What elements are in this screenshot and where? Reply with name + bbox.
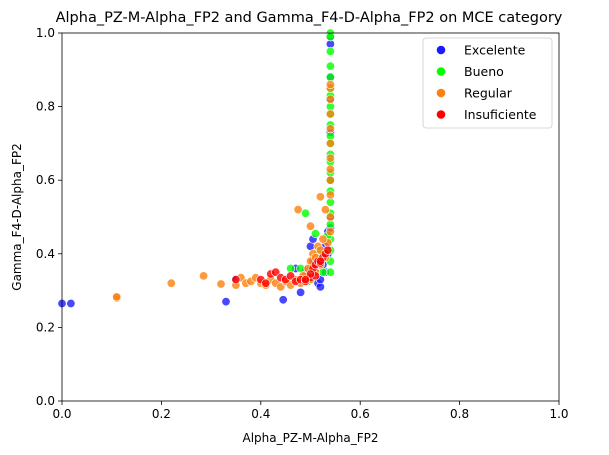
point-regular-39 [325, 80, 335, 90]
x-tick-label: 0.6 [351, 407, 370, 421]
x-axis-ticks: 0.0 0.2 0.4 0.6 0.8 1.0 [52, 401, 569, 421]
point-regular-33 [325, 153, 335, 163]
point-regular-2 [166, 278, 176, 288]
point-regular-28 [315, 192, 325, 202]
x-tick-label: 0.4 [251, 407, 270, 421]
point-bueno-34 [310, 229, 320, 239]
legend-label-excelente: Excelente [464, 43, 526, 58]
legend-label-insuficiente: Insuficiente [464, 107, 537, 122]
y-tick-label: 0.0 [36, 394, 55, 408]
point-regular-27 [320, 205, 330, 215]
point-excelente-3 [278, 295, 288, 305]
x-tick-label: 0.0 [52, 407, 71, 421]
point-insuficiente-18 [323, 245, 333, 255]
point-excelente-1 [66, 298, 76, 308]
legend-frame [422, 37, 553, 129]
point-excelente-5 [296, 287, 306, 297]
point-regular-35 [325, 124, 335, 134]
point-bueno-1 [325, 32, 335, 42]
chart-title: Alpha_PZ-M-Alpha_FP2 and Gamma_F4-D-Alph… [56, 10, 563, 26]
x-tick-label: 1.0 [549, 407, 568, 421]
y-tick-label: 0.8 [36, 100, 55, 114]
point-regular-26 [325, 212, 335, 222]
y-axis-label: Gamma_F4-D-Alpha_FP2 [10, 143, 24, 290]
point-bueno-33 [300, 208, 310, 218]
point-regular-4 [216, 279, 226, 289]
point-bueno-2 [325, 46, 335, 56]
legend-marker-regular [436, 88, 446, 98]
legend-label-regular: Regular [464, 86, 513, 101]
point-regular-30 [325, 190, 335, 200]
x-axis-label: Alpha_PZ-M-Alpha_FP2 [242, 431, 378, 445]
point-regular-45 [318, 234, 328, 244]
point-insuficiente-21 [305, 269, 315, 279]
point-regular-48 [305, 221, 315, 231]
point-regular-29 [293, 205, 303, 215]
point-regular-25 [325, 227, 335, 237]
legend-marker-insuficiente [436, 109, 446, 120]
point-regular-1 [112, 292, 122, 302]
point-regular-36 [325, 109, 335, 119]
point-bueno-23 [325, 267, 335, 277]
point-regular-34 [325, 138, 335, 148]
point-excelente-2 [221, 297, 231, 307]
legend-marker-excelente [436, 45, 446, 55]
points-layer [57, 28, 335, 308]
point-regular-37 [325, 94, 335, 104]
y-tick-label: 0.2 [36, 320, 55, 334]
point-regular-3 [199, 271, 209, 281]
y-tick-label: 0.6 [36, 173, 55, 187]
point-insuficiente-2 [261, 278, 271, 288]
point-insuficiente-19 [315, 256, 325, 266]
point-insuficiente-0 [231, 275, 241, 285]
point-insuficiente-22 [300, 275, 310, 285]
legend: Excelente Bueno Regular Insuficiente [422, 37, 553, 129]
x-tick-label: 0.8 [450, 407, 469, 421]
point-bueno-3 [325, 61, 335, 71]
plot-frame [61, 32, 560, 402]
x-tick-label: 0.2 [152, 407, 171, 421]
legend-marker-bueno [436, 66, 446, 77]
y-tick-label: 1.0 [36, 26, 55, 40]
y-axis-ticks: 0.0 0.2 0.4 0.6 0.8 1.0 [36, 26, 62, 408]
legend-label-bueno: Bueno [464, 64, 504, 79]
point-regular-32 [325, 164, 335, 174]
y-tick-label: 0.4 [36, 247, 55, 261]
point-regular-31 [325, 175, 335, 185]
